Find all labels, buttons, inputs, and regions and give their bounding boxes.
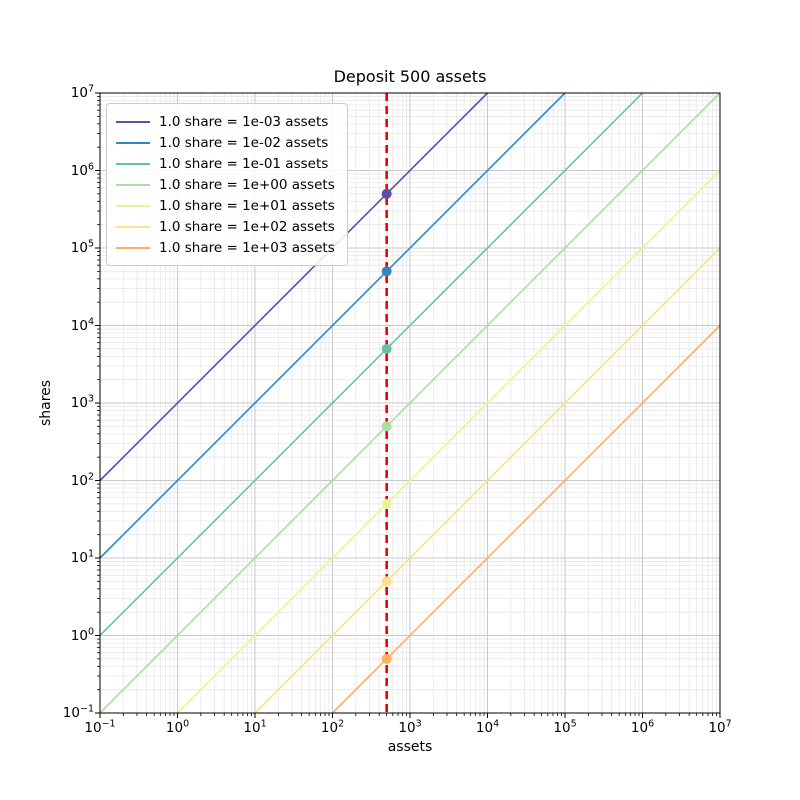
y-tick-label-1e6: 106	[70, 161, 94, 179]
deposit-point-1	[381, 266, 392, 277]
x-tick-label-1e6: 106	[630, 718, 655, 736]
y-tick-label-1e-1: 10−1	[62, 703, 94, 721]
rate-line-3	[99, 92, 721, 714]
legend-item-4: 1.0 share = 1e+01 assets	[116, 195, 335, 216]
rate-line-6	[331, 324, 721, 714]
legend-label: 1.0 share = 1e+01 assets	[159, 197, 335, 214]
x-tick-label-1e1: 101	[243, 718, 267, 736]
tick-exponent: 0	[87, 626, 94, 637]
deposit-point-4	[381, 498, 392, 509]
deposit-point-2	[381, 343, 392, 354]
legend-label: 1.0 share = 1e+02 assets	[159, 218, 335, 235]
deposit-point-3	[381, 421, 392, 432]
x-tick-label-1e4: 104	[475, 718, 500, 736]
legend-label: 1.0 share = 1e-01 assets	[159, 155, 329, 172]
y-tick-label-1e3: 103	[70, 393, 94, 411]
legend: 1.0 share = 1e-03 assets 1.0 share = 1e-0…	[106, 103, 348, 266]
x-tick-label-1e7: 107	[708, 718, 732, 736]
tick-exponent: 6	[87, 161, 94, 172]
tick-exponent: 6	[648, 718, 655, 730]
tick-exponent: 3	[415, 718, 422, 730]
legend-item-0: 1.0 share = 1e-03 assets	[116, 111, 335, 132]
y-tick-label-1e2: 102	[70, 471, 94, 489]
chart-title: Deposit 500 assets	[333, 67, 487, 86]
x-tick-label-1e-1: 10−1	[84, 718, 116, 736]
legend-item-3: 1.0 share = 1e+00 assets	[116, 174, 335, 195]
y-tick-label-1e4: 104	[70, 316, 94, 334]
x-axis-label: assets	[387, 739, 433, 755]
legend-line-swatch	[116, 183, 150, 186]
legend-item-6: 1.0 share = 1e+03 assets	[116, 237, 335, 258]
tick-exponent: 4	[493, 718, 500, 730]
x-tick-label-1e2: 102	[320, 718, 345, 736]
legend-line-swatch	[116, 120, 150, 123]
tick-exponent: 7	[87, 83, 94, 95]
deposit-point-5	[381, 576, 392, 587]
rate-line-0	[99, 92, 489, 482]
tick-exponent: 3	[87, 393, 94, 405]
legend-line-swatch	[116, 162, 150, 165]
tick-exponent: 5	[87, 238, 94, 250]
legend-line-swatch	[116, 225, 150, 228]
deposit-point-6	[381, 653, 392, 664]
legend-label: 1.0 share = 1e-02 assets	[159, 134, 329, 151]
x-tick-label-1e0: 100	[165, 718, 190, 736]
tick-exponent: 7	[725, 718, 732, 730]
legend-item-5: 1.0 share = 1e+02 assets	[116, 216, 335, 237]
tick-exponent: 2	[87, 471, 94, 482]
rate-line-5	[254, 247, 721, 714]
tick-exponent: 1	[260, 718, 267, 730]
tick-exponent: −1	[79, 703, 94, 715]
tick-exponent: 2	[338, 718, 345, 730]
y-tick-label-1e7: 107	[70, 83, 94, 101]
tick-exponent: −1	[101, 718, 116, 730]
x-tick-label-1e3: 103	[398, 718, 422, 736]
legend-line-swatch	[116, 141, 150, 144]
legend-label: 1.0 share = 1e-03 assets	[159, 113, 329, 130]
y-tick-label-1e1: 101	[70, 548, 94, 566]
legend-label: 1.0 share = 1e+03 assets	[159, 239, 335, 256]
tick-exponent: 5	[570, 718, 577, 730]
tick-exponent: 1	[87, 548, 94, 560]
legend-line-swatch	[116, 246, 150, 249]
deposit-point-0	[381, 188, 392, 199]
legend-item-1: 1.0 share = 1e-02 assets	[116, 132, 335, 153]
legend-label: 1.0 share = 1e+00 assets	[159, 176, 335, 193]
legend-item-2: 1.0 share = 1e-01 assets	[116, 153, 335, 174]
x-tick-label-1e5: 105	[553, 718, 577, 736]
rate-line-2	[99, 92, 644, 637]
y-tick-label-1e0: 100	[70, 626, 94, 644]
rate-line-1	[99, 92, 566, 559]
legend-line-swatch	[116, 204, 150, 207]
y-tick-label-1e5: 105	[70, 238, 94, 256]
tick-exponent: 0	[183, 718, 190, 730]
tick-exponent: 4	[87, 316, 94, 327]
rate-line-4	[176, 169, 721, 714]
